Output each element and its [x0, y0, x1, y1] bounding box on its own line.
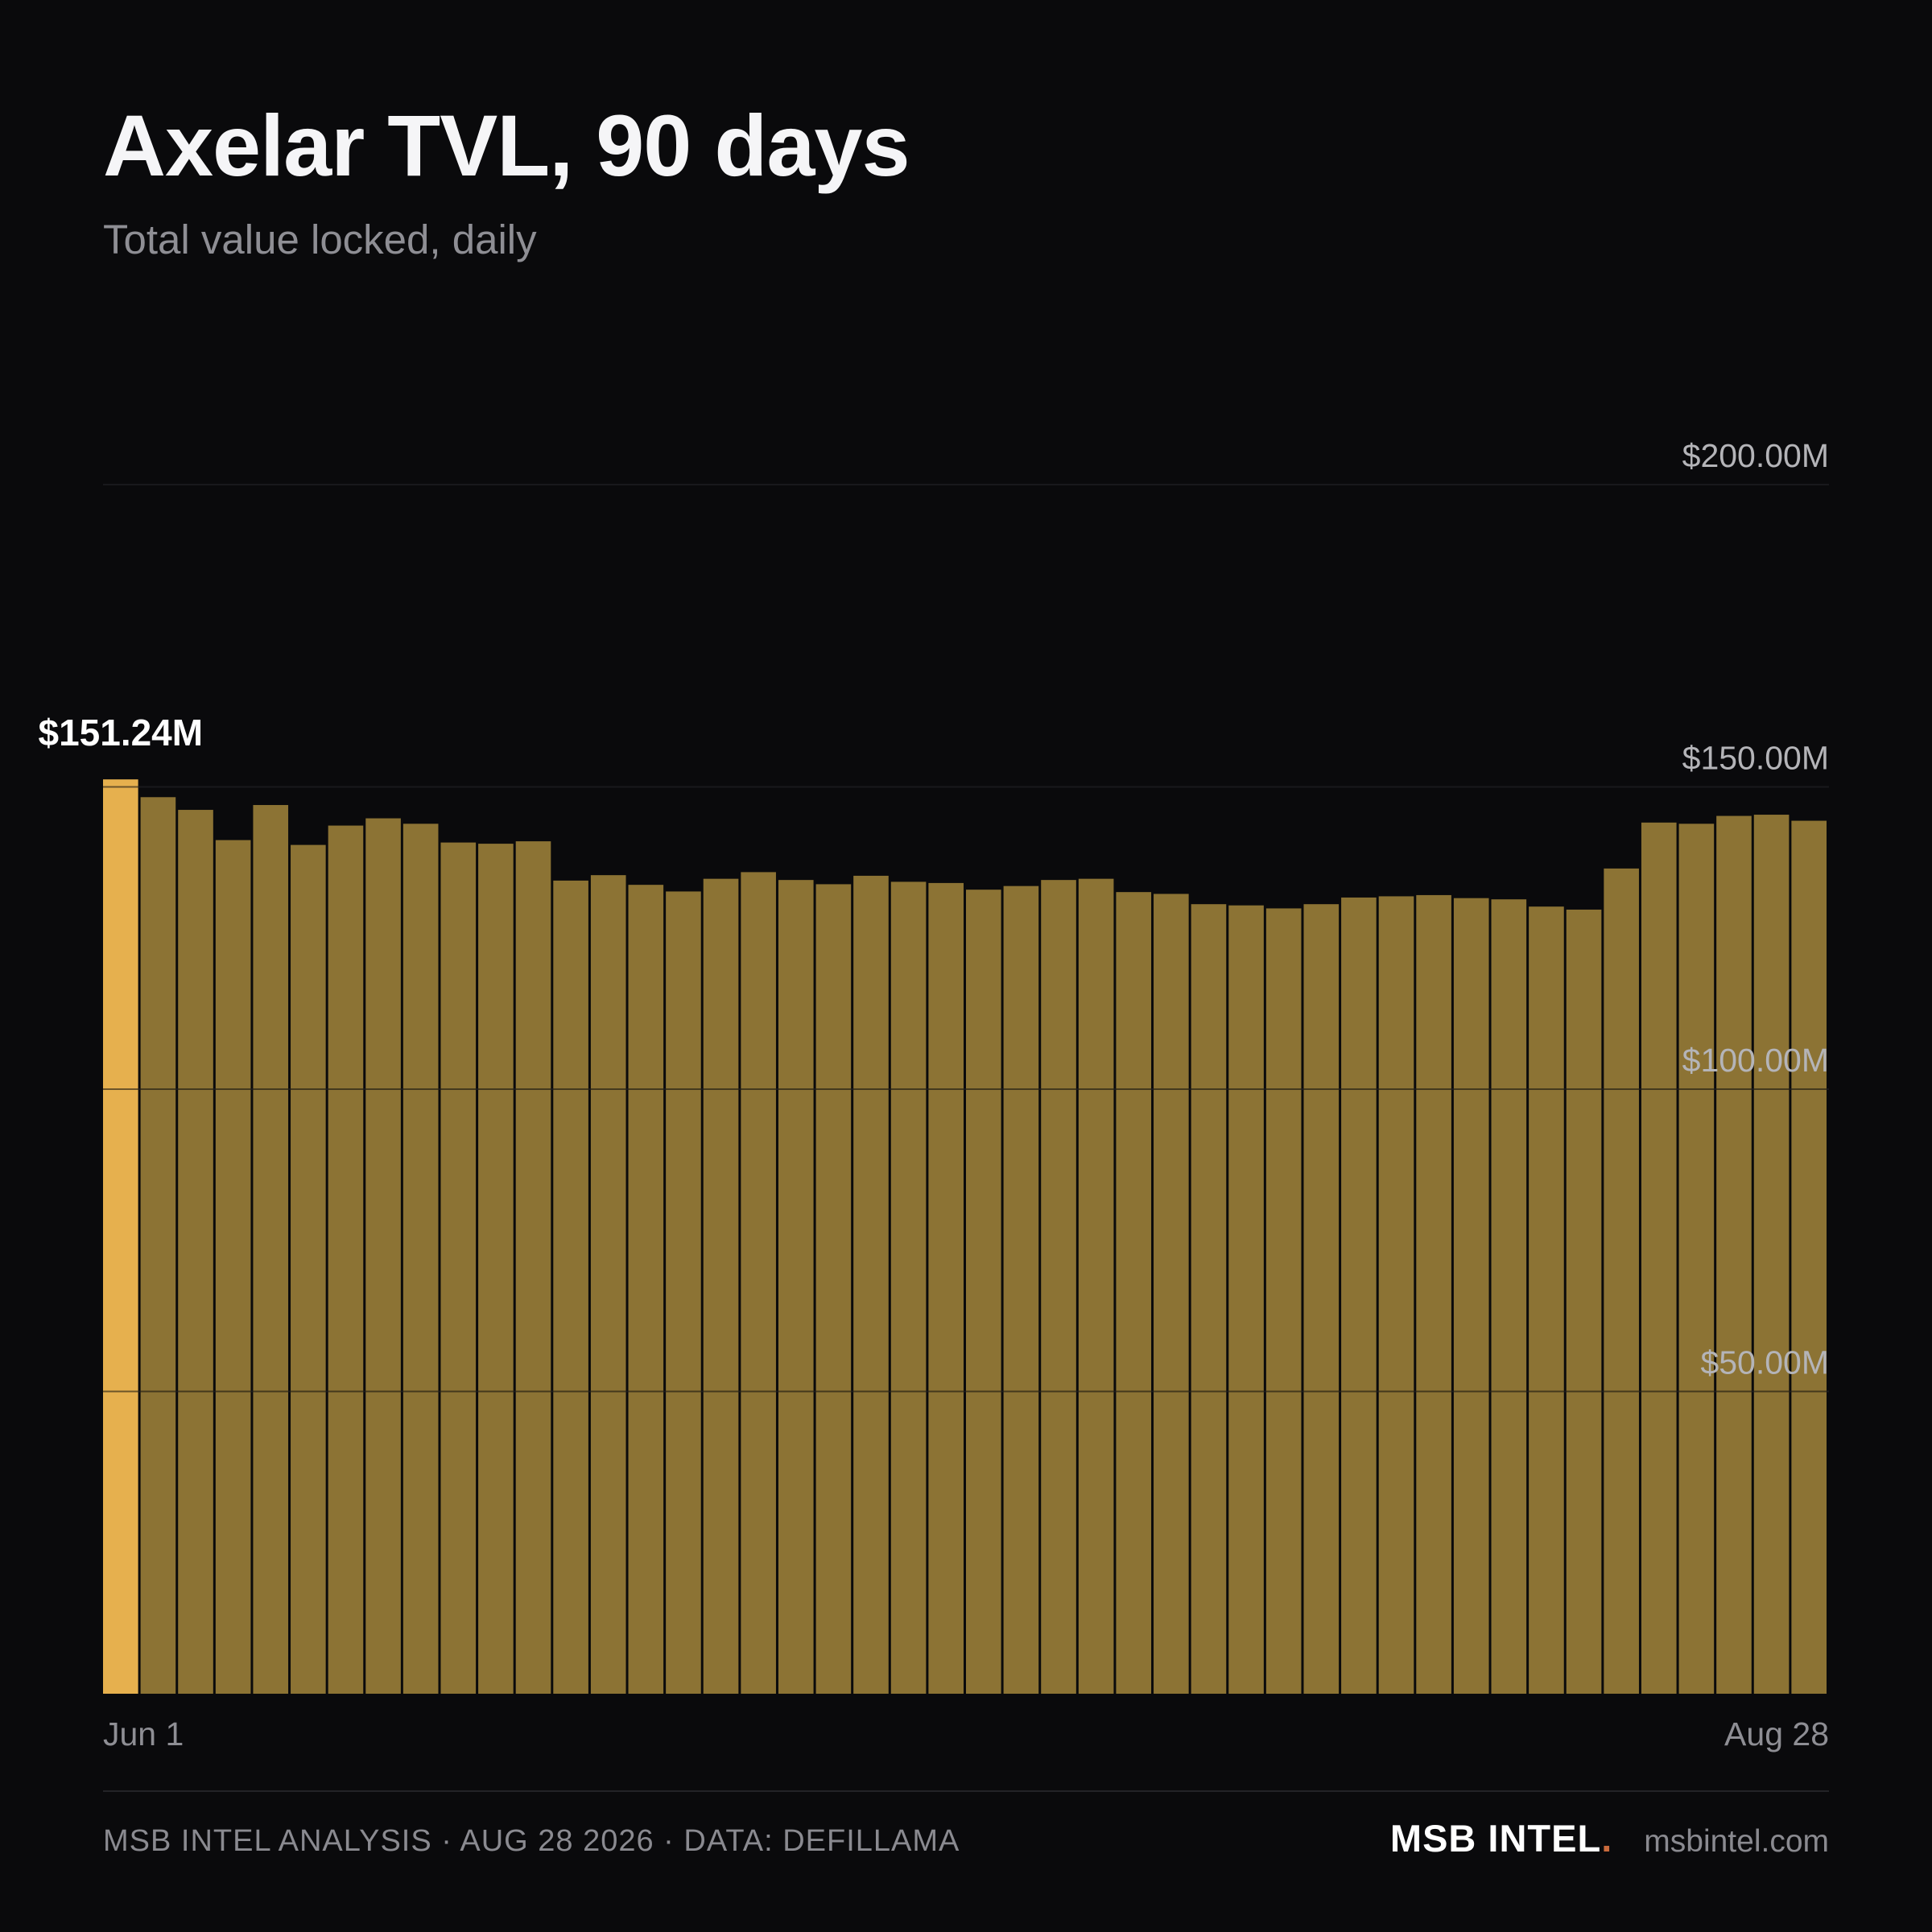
- overlay-grid-layer: [103, 484, 1829, 1393]
- bar-layer: [103, 779, 1827, 1695]
- bar: [590, 875, 626, 1694]
- bar: [1753, 815, 1790, 1694]
- y-tick-label: $100.00M: [1682, 1042, 1829, 1079]
- bar: [1716, 815, 1752, 1694]
- bar: [1116, 892, 1152, 1694]
- bar: [515, 841, 551, 1694]
- bar: [440, 842, 477, 1694]
- bar: [1604, 868, 1639, 1694]
- x-tick-label-end: Aug 28: [1724, 1715, 1829, 1752]
- bar: [1154, 894, 1189, 1694]
- label-layer: $50.00M $100.00M $150.00M $200.00M $151.24M J…: [38, 437, 1829, 1752]
- bar: [1191, 904, 1227, 1694]
- bar: [1453, 898, 1489, 1694]
- bar: [215, 840, 251, 1694]
- footer-source: MSB INTEL ANALYSIS · AUG 28 2026 · DATA:…: [103, 1824, 960, 1858]
- bar: [815, 884, 852, 1694]
- bar: [478, 844, 514, 1694]
- bar: [778, 880, 814, 1694]
- y-tick-label: $200.00M: [1682, 437, 1829, 474]
- bar: [1529, 906, 1564, 1694]
- y-tick-label: $50.00M: [1700, 1344, 1829, 1381]
- footer-brand-block: MSB INTEL . msbintel.com: [1390, 1816, 1829, 1860]
- bar: [1378, 896, 1414, 1694]
- bar: [741, 872, 776, 1694]
- brand-logo: MSB INTEL: [1389, 1817, 1602, 1860]
- bar: [703, 878, 739, 1694]
- bar: [628, 885, 664, 1694]
- bar: [553, 880, 588, 1694]
- bar: [1341, 897, 1377, 1694]
- bar: [928, 882, 964, 1694]
- site-link[interactable]: msbintel.com: [1644, 1824, 1829, 1859]
- bar-highlighted: [103, 779, 138, 1695]
- bar: [1303, 904, 1340, 1694]
- bar: [1228, 905, 1264, 1694]
- chart-subtitle: Total value locked, daily: [103, 217, 537, 262]
- footer-divider: [103, 1790, 1829, 1792]
- bar: [140, 797, 176, 1694]
- brand-logo-dot: .: [1601, 1817, 1612, 1860]
- bar: [402, 824, 439, 1694]
- y-tick-label: $150.00M: [1682, 740, 1829, 777]
- x-tick-label-start: Jun 1: [103, 1715, 184, 1752]
- bar: [178, 810, 213, 1694]
- bar: [253, 805, 289, 1694]
- bar: [1678, 824, 1715, 1694]
- bar: [890, 881, 927, 1694]
- bar: [853, 875, 889, 1694]
- chart-title: Axelar TVL, 90 days: [103, 97, 910, 194]
- highlight-value-label: $151.24M: [38, 712, 203, 753]
- bar: [666, 891, 701, 1694]
- bar: [1265, 908, 1302, 1694]
- bar: [1416, 894, 1451, 1694]
- bar: [328, 825, 364, 1694]
- bar: [1566, 909, 1602, 1694]
- bar: [365, 818, 401, 1694]
- bar: [966, 890, 1001, 1694]
- bar: [1078, 878, 1114, 1694]
- bar: [1491, 899, 1527, 1694]
- bar: [1003, 886, 1039, 1694]
- bar: [291, 844, 326, 1694]
- bar: [1041, 880, 1076, 1694]
- bar: [1641, 822, 1677, 1694]
- bar: [1791, 820, 1827, 1694]
